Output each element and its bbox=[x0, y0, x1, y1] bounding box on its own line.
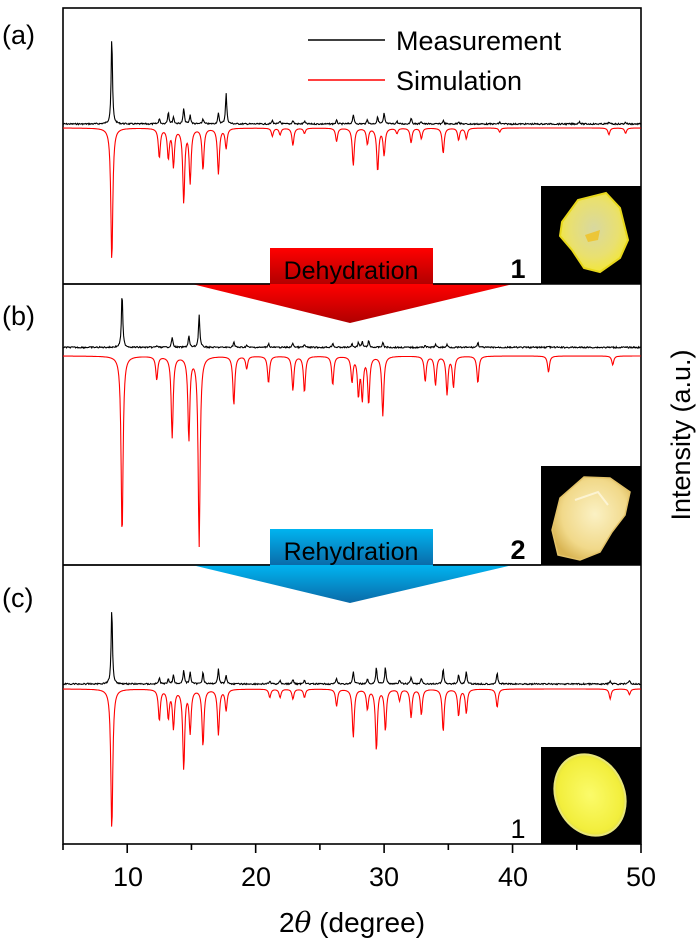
dehydration-arrow: Dehydration bbox=[192, 248, 513, 323]
simulation-trace-c bbox=[63, 688, 641, 827]
x-axis bbox=[62, 844, 642, 853]
legend: Measurement Simulation bbox=[308, 26, 562, 96]
x-axis-label: 2θ (degree) bbox=[279, 906, 425, 939]
compound-label-b: 2 bbox=[510, 535, 525, 565]
x-tick-20: 20 bbox=[241, 862, 271, 892]
y-axis-label: Intensity (a.u.) bbox=[666, 349, 696, 520]
rehydration-label: Rehydration bbox=[284, 538, 419, 566]
legend-simulation-label: Simulation bbox=[396, 66, 522, 96]
dehydration-label: Dehydration bbox=[284, 257, 419, 285]
inset-crystal-2 bbox=[541, 466, 641, 565]
compound-label-a: 1 bbox=[510, 254, 525, 284]
simulation-trace-b bbox=[63, 355, 641, 548]
legend-measurement-label: Measurement bbox=[396, 26, 562, 56]
measurement-trace-a bbox=[62, 41, 642, 126]
measurement-trace-b bbox=[62, 298, 642, 350]
x-tick-40: 40 bbox=[498, 862, 528, 892]
measurement-trace-c bbox=[62, 612, 641, 687]
x-tick-50: 50 bbox=[626, 862, 656, 892]
inset-crystal-1c bbox=[541, 747, 641, 844]
panel-label-a: (a) bbox=[2, 20, 35, 50]
panel-label-b: (b) bbox=[2, 301, 35, 331]
compound-label-c: 1 bbox=[510, 814, 525, 844]
simulation-trace-a bbox=[63, 127, 641, 258]
rehydration-arrow: Rehydration bbox=[192, 529, 513, 603]
diffraction-traces bbox=[62, 41, 642, 827]
inset-crystal-1a bbox=[541, 186, 641, 284]
x-tick-labels: 10 20 30 40 50 bbox=[113, 862, 656, 892]
x-tick-10: 10 bbox=[113, 862, 143, 892]
panel-label-c: (c) bbox=[2, 583, 33, 613]
x-tick-30: 30 bbox=[369, 862, 399, 892]
plot-frame bbox=[62, 7, 642, 845]
